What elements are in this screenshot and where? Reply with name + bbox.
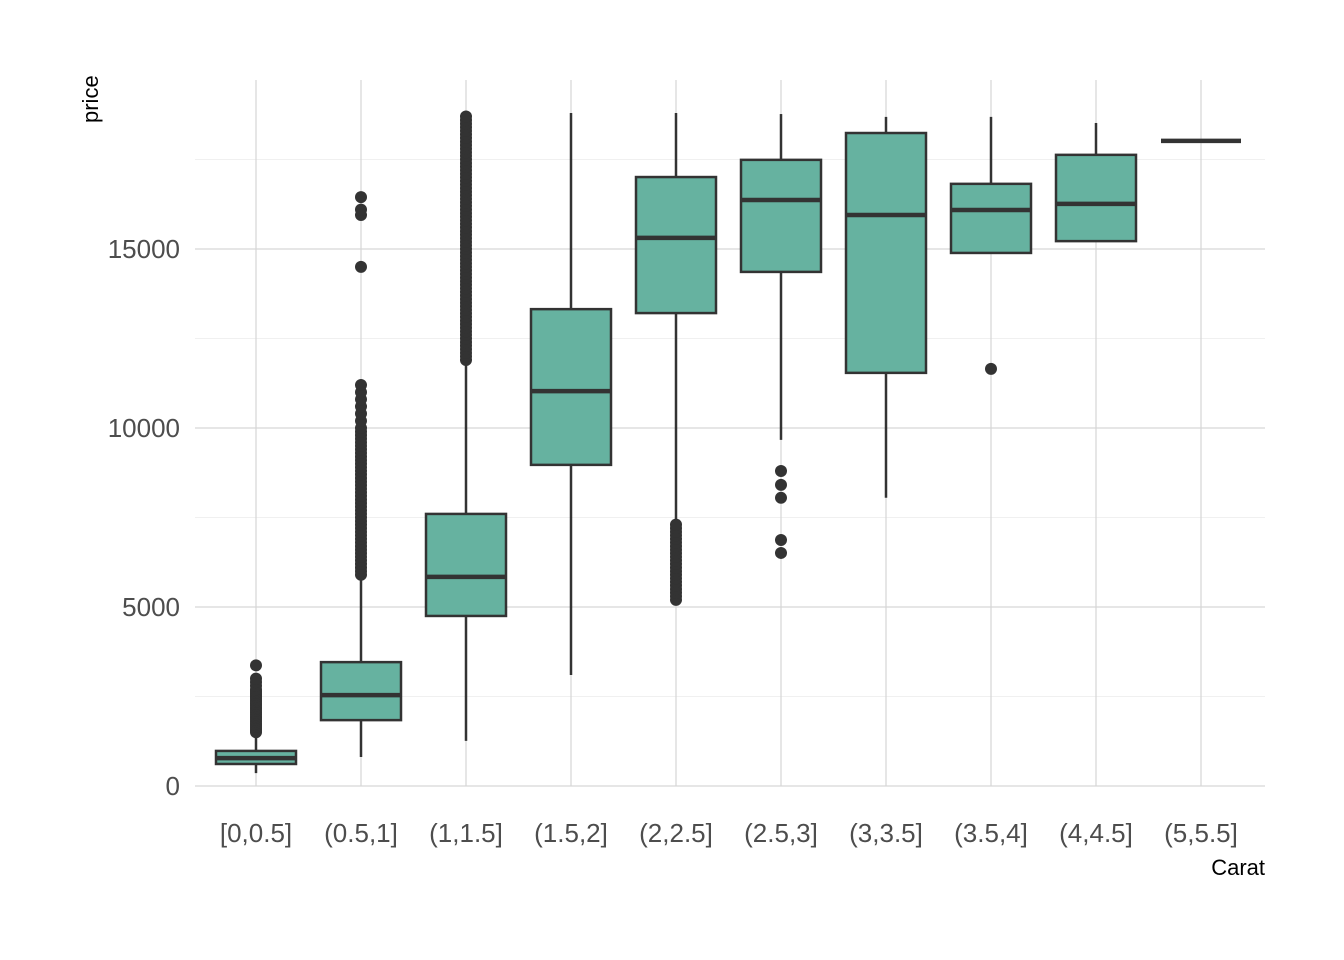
x-tick-label: (2.5,3] [744, 818, 818, 848]
x-tick-label: (4,4.5] [1059, 818, 1133, 848]
x-tick-label: (1,1.5] [429, 818, 503, 848]
box-iqr [949, 182, 1033, 255]
box-[0,0.5] [214, 659, 298, 774]
x-tick-label: (0.5,1] [324, 818, 398, 848]
box-iqr [424, 512, 508, 618]
box-iqr [319, 660, 403, 722]
x-tick-labels: [0,0.5] (0.5,1] (1,1.5] (1.5,2] (2,2.5] (2.5,… [220, 818, 1238, 848]
outlier-point [355, 203, 367, 216]
outlier-point [355, 260, 367, 273]
outlier-point [355, 191, 367, 204]
box-(2,2.5] [634, 112, 718, 606]
x-axis-label: Carat [1211, 855, 1265, 880]
x-tick-label: [0,0.5] [220, 818, 292, 848]
outlier-point [775, 478, 787, 491]
box-(3,3.5] [844, 116, 928, 498]
y-tick-label: 10000 [108, 413, 180, 443]
outlier-point [985, 362, 997, 375]
outlier-point [670, 518, 682, 531]
box-(0.5,1] [319, 191, 403, 758]
boxes [214, 110, 1241, 774]
outlier-point [775, 464, 787, 477]
x-tick-label: (5,5.5] [1164, 818, 1238, 848]
outlier-point [355, 379, 367, 392]
x-tick-label: (3.5,4] [954, 818, 1028, 848]
y-tick-label: 0 [166, 771, 180, 801]
box-(1,1.5] [424, 110, 508, 741]
box-iqr [1054, 153, 1138, 243]
y-tick-label: 15000 [108, 234, 180, 264]
box-iqr [739, 158, 823, 274]
y-axis-label: price [78, 75, 103, 123]
box-iqr [844, 131, 928, 375]
box-(3.5,4] [949, 116, 1033, 375]
x-tick-label: (2,2.5] [639, 818, 713, 848]
outlier-point [250, 659, 262, 672]
box-(1.5,2] [529, 112, 613, 676]
box-iqr [634, 175, 718, 315]
outlier-point [460, 110, 472, 123]
x-tick-label: (1.5,2] [534, 818, 608, 848]
y-tick-label: 5000 [122, 592, 180, 622]
outlier-point [250, 672, 262, 685]
outlier-point [775, 534, 787, 547]
outlier-point [775, 546, 787, 559]
outlier-point [775, 491, 787, 504]
box-(2.5,3] [739, 114, 823, 559]
x-tick-label: (3,3.5] [849, 818, 923, 848]
box-iqr [529, 307, 613, 467]
box-(4,4.5] [1054, 122, 1138, 243]
y-tick-labels: 0 5000 10000 15000 [108, 234, 180, 801]
